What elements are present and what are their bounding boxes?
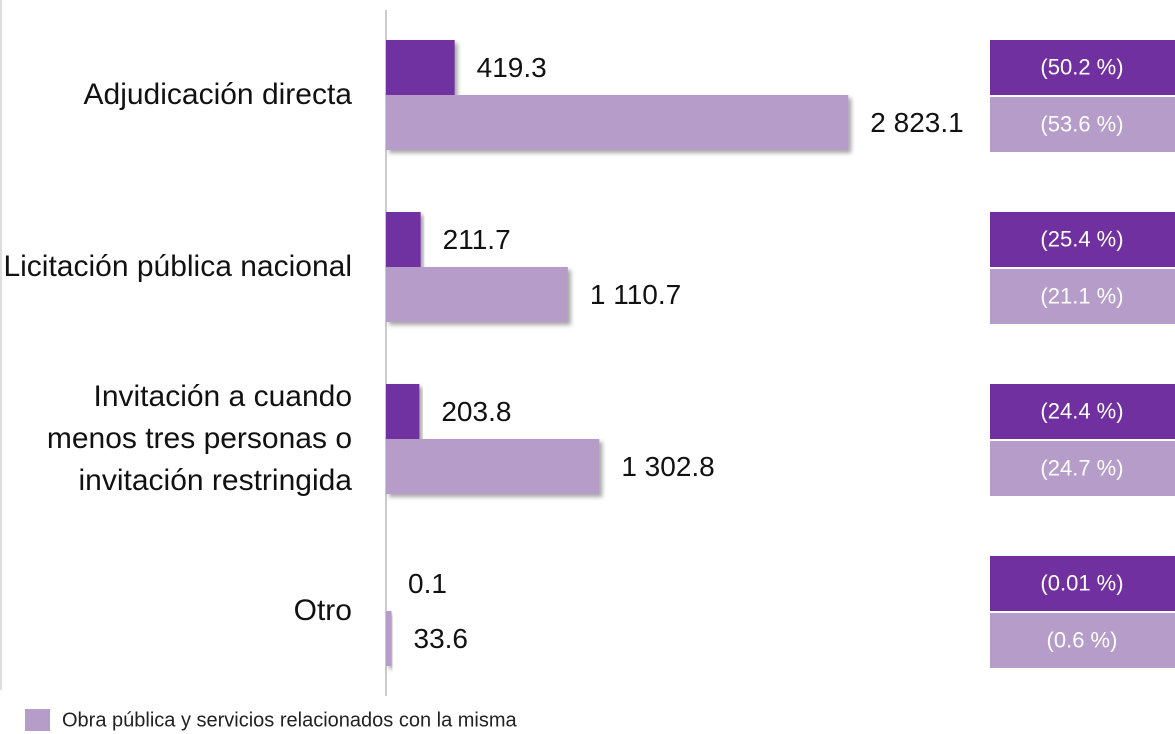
legend-label: Obra pública y servicios relacionados co… bbox=[62, 709, 518, 731]
percent-label: (24.4 %) bbox=[1040, 398, 1123, 423]
value-label: 2 823.1 bbox=[870, 107, 963, 138]
bar bbox=[386, 40, 455, 95]
value-label: 211.7 bbox=[443, 224, 511, 255]
value-label: 1 110.7 bbox=[590, 279, 681, 310]
bar bbox=[386, 267, 568, 322]
percent-label: (21.1 %) bbox=[1040, 283, 1123, 308]
percent-label: (53.6 %) bbox=[1040, 111, 1123, 136]
percent-label: (0.01 %) bbox=[1040, 570, 1123, 595]
bar bbox=[386, 212, 421, 267]
category-label: Invitación a cuando menos tres personas … bbox=[46, 380, 352, 497]
value-label: 203.8 bbox=[441, 396, 511, 427]
percent-box bbox=[990, 384, 1175, 439]
category-label: Licitación pública nacional bbox=[3, 250, 352, 283]
percent-box bbox=[990, 40, 1175, 95]
category-label: Otro bbox=[293, 594, 352, 627]
value-label: 0.1 bbox=[408, 568, 447, 599]
percent-box bbox=[990, 613, 1175, 668]
percent-box bbox=[990, 556, 1175, 611]
bar bbox=[386, 384, 420, 439]
percent-label: (25.4 %) bbox=[1040, 226, 1123, 251]
bar bbox=[386, 611, 392, 666]
value-label: 33.6 bbox=[414, 623, 469, 654]
percent-box bbox=[990, 97, 1175, 152]
percent-box bbox=[990, 212, 1175, 267]
percent-label: (50.2 %) bbox=[1040, 54, 1123, 79]
value-label: 1 302.8 bbox=[621, 451, 714, 482]
percent-box bbox=[990, 269, 1175, 324]
percent-box bbox=[990, 441, 1175, 496]
legend-swatch bbox=[25, 709, 50, 731]
percent-label: (24.7 %) bbox=[1040, 455, 1123, 480]
category-label: Adjudicación directa bbox=[83, 78, 353, 111]
bar bbox=[386, 95, 849, 150]
value-label: 419.3 bbox=[477, 52, 547, 83]
percent-label: (0.6 %) bbox=[1047, 627, 1118, 652]
bar bbox=[386, 439, 600, 494]
